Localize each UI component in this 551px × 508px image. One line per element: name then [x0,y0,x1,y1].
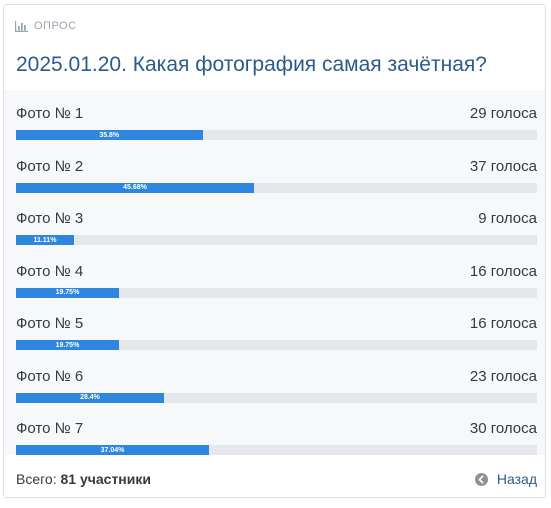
progress-percent-label: 45.68% [123,184,147,191]
progress-fill: 19.75% [16,340,119,350]
progress-track: 37.04% [16,445,537,455]
progress-percent-label: 28.4% [80,394,100,401]
poll-option: Фото № 5 16 голоса 19.75% [16,308,537,350]
option-name: Фото № 4 [16,262,84,280]
progress-percent-label: 35.8% [99,131,120,139]
poll-total: Всего: 81 участники [16,471,151,487]
option-name: Фото № 6 [16,367,84,385]
progress-fill: 37.04% [16,445,209,455]
option-votes: 9 голоса [478,210,537,227]
back-link[interactable]: Назад [474,471,537,487]
option-votes: 30 голоса [469,420,537,437]
option-votes: 16 голоса [469,315,537,332]
progress-percent-label: 19.75% [55,289,80,296]
progress-fill: 45.68% [16,182,254,193]
poll-total-label: Всего: [16,471,57,487]
option-name: Фото № 2 [16,157,84,175]
progress-percent-label: 11.11% [33,236,57,244]
progress-fill: 11.11% [16,235,74,245]
option-votes: 23 голоса [469,367,537,385]
poll-card: ОПРОС 2025.01.20. Какая фотография самая… [3,4,546,498]
progress-percent-label: 19.75% [55,341,80,349]
back-label: Назад [496,471,537,487]
option-name: Фото № 1 [16,105,84,122]
option-name: Фото № 7 [16,420,84,437]
progress-track: 45.68% [16,182,537,193]
poll-total-value: 81 участники [60,471,151,487]
option-votes: 29 голоса [469,105,537,122]
poll-option: Фото № 2 37 голоса 45.68% [16,151,537,193]
progress-fill: 35.8% [16,130,203,140]
poll-option: Фото № 1 29 голоса 35.8% [16,98,537,140]
progress-track: 35.8% [16,130,537,140]
bar-chart-icon [15,20,28,32]
poll-footer: Всего: 81 участники Назад [16,471,537,489]
progress-percent-label: 37.04% [100,446,125,454]
poll-option: Фото № 7 30 голоса 37.04% [16,413,537,455]
circle-arrow-left-icon [474,472,488,486]
poll-header-label: ОПРОС [34,20,77,32]
progress-track: 28.4% [16,392,537,403]
progress-track: 11.11% [16,235,537,245]
poll-header: ОПРОС [15,18,77,34]
progress-track: 19.75% [16,287,537,298]
poll-option: Фото № 3 9 голоса 11.11% [16,203,537,245]
option-votes: 16 голоса [469,262,537,280]
option-name: Фото № 5 [16,315,84,332]
option-votes: 37 голоса [469,157,537,175]
progress-track: 19.75% [16,340,537,350]
poll-options: Фото № 1 29 голоса 35.8% Фото № 2 37 голоса 4… [4,90,545,455]
poll-option: Фото № 4 16 голоса 19.75% [16,256,537,298]
poll-option: Фото № 6 23 голоса 28.4% [16,361,537,403]
option-name: Фото № 3 [16,210,84,227]
poll-title: 2025.01.20. Какая фотография самая зачёт… [16,53,487,76]
progress-fill: 28.4% [16,392,164,403]
progress-fill: 19.75% [16,287,119,298]
